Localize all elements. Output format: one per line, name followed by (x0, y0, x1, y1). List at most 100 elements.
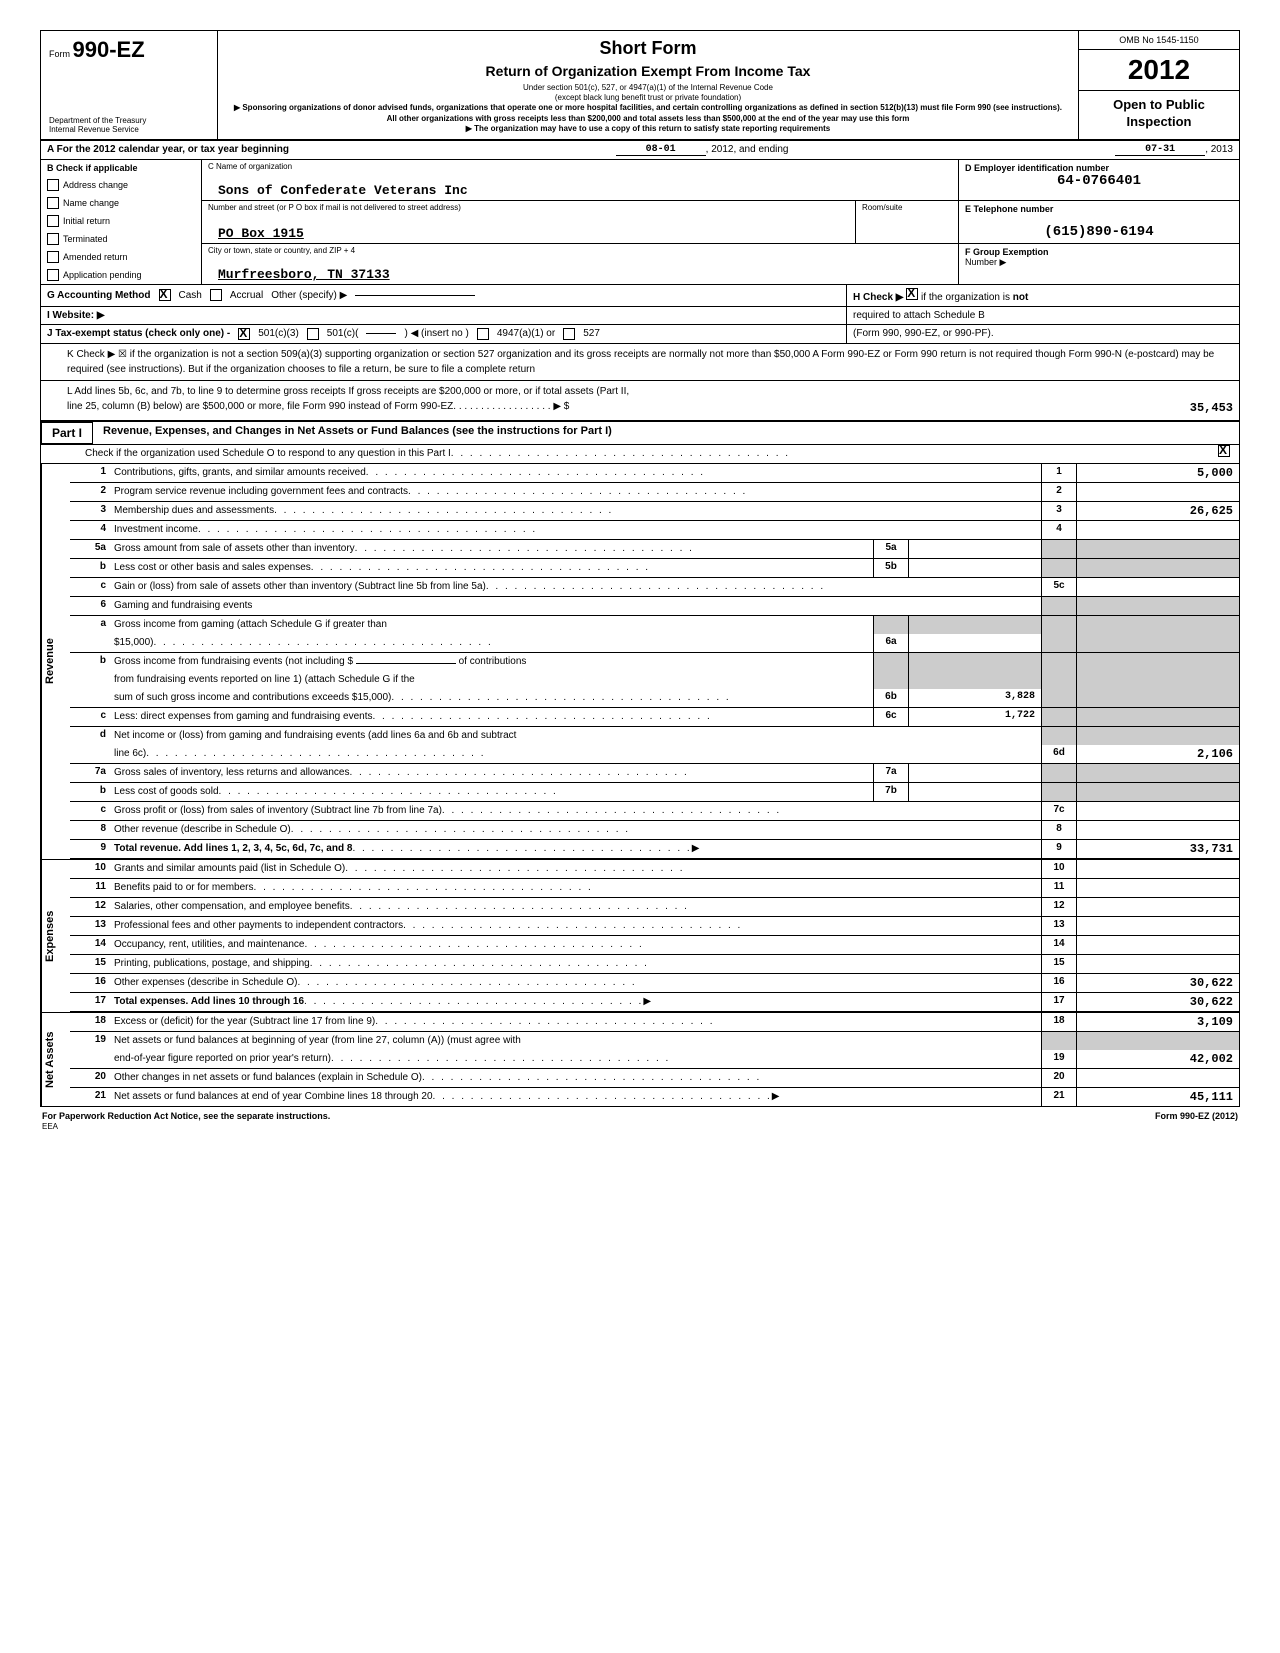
subtitle-1: Under section 501(c), 527, or 4947(a)(1)… (228, 83, 1068, 93)
label-application-pending: Application pending (63, 270, 142, 280)
revenue-section: Revenue 1Contributions, gifts, grants, a… (41, 464, 1239, 859)
l6b-sh3 (1041, 653, 1076, 671)
l5a-sub: 5a (873, 540, 908, 558)
l6a-sv-sh (908, 616, 1041, 634)
check-cash[interactable] (159, 289, 171, 301)
l8-desc: Other revenue (describe in Schedule O) (114, 824, 291, 835)
l19-sh (1041, 1032, 1076, 1050)
label-insert: ) ◀ (insert no ) (404, 328, 468, 339)
l13-amt (1076, 917, 1239, 935)
revenue-side-label: Revenue (41, 464, 70, 859)
l11-amt (1076, 879, 1239, 897)
l20-num: 20 (70, 1069, 110, 1087)
check-amended[interactable] (47, 251, 59, 263)
l6b-sh2 (908, 653, 1041, 671)
l21-amt: 45,111 (1076, 1088, 1239, 1106)
check-accrual[interactable] (210, 289, 222, 301)
l6-num: 6 (70, 597, 110, 615)
subtitle-2: (except black lung benefit trust or priv… (228, 93, 1068, 103)
h-text-cont2: (Form 990, 990-EZ, or 990-PF). (846, 325, 1239, 343)
l6b-desc2: from fundraising events reported on line… (114, 674, 415, 685)
ein-label: D Employer identification number (965, 163, 1233, 173)
l14-col: 14 (1041, 936, 1076, 954)
l10-amt (1076, 860, 1239, 878)
l8-col: 8 (1041, 821, 1076, 839)
l6a-col-shaded (1041, 616, 1076, 634)
l6c-num: c (70, 708, 110, 726)
phone-label: E Telephone number (965, 204, 1233, 214)
l17-col: 17 (1041, 993, 1076, 1011)
l6d-sh2 (1076, 727, 1239, 745)
l6d-desc: Net income or (loss) from gaming and fun… (114, 730, 516, 741)
short-form-title: Short Form (228, 37, 1068, 60)
l18-num: 18 (70, 1013, 110, 1031)
check-initial-return[interactable] (47, 215, 59, 227)
check-terminated[interactable] (47, 233, 59, 245)
l6-col-shaded (1041, 597, 1076, 615)
h-label: H Check ▶ (853, 292, 903, 303)
l16-desc: Other expenses (describe in Schedule O) (114, 977, 297, 988)
label-4947: 4947(a)(1) or (497, 328, 555, 339)
check-application-pending[interactable] (47, 269, 59, 281)
l3-col: 3 (1041, 502, 1076, 520)
l16-num: 16 (70, 974, 110, 992)
org-name: Sons of Confederate Veterans Inc (208, 183, 952, 198)
l-amount: 35,453 (1083, 399, 1233, 417)
l2-num: 2 (70, 483, 110, 501)
l3-amt: 26,625 (1076, 502, 1239, 520)
l7c-num: c (70, 802, 110, 820)
label-terminated: Terminated (63, 234, 108, 244)
l7b-subval (908, 783, 1041, 801)
netassets-side-label: Net Assets (41, 1013, 70, 1106)
l13-col: 13 (1041, 917, 1076, 935)
form-990ez: Form 990-EZ Department of the Treasury I… (40, 30, 1240, 1107)
check-501c3[interactable] (238, 328, 250, 340)
part1-check-row: Check if the organization used Schedule … (41, 445, 1239, 464)
l19-amt: 42,002 (1076, 1050, 1239, 1068)
l17-desc: Total expenses. Add lines 10 through 16 (114, 996, 304, 1007)
check-501c[interactable] (307, 328, 319, 340)
l7c-amt (1076, 802, 1239, 820)
other-specify-line[interactable] (355, 295, 475, 296)
501c-insert[interactable] (366, 333, 396, 334)
l6a-subval (908, 634, 1041, 652)
l12-num: 12 (70, 898, 110, 916)
h-text: if the organization is not (921, 292, 1028, 303)
l7b-sh (1041, 783, 1076, 801)
part1-title: Revenue, Expenses, and Changes in Net As… (93, 422, 622, 444)
l10-num: 10 (70, 860, 110, 878)
l6b-subval: 3,828 (908, 689, 1041, 707)
l6a-sub-sh (873, 616, 908, 634)
l5a-subval (908, 540, 1041, 558)
l9-col: 9 (1041, 840, 1076, 858)
l18-col: 18 (1041, 1013, 1076, 1031)
l6a-amt-shaded2 (1076, 634, 1239, 652)
l17-num: 17 (70, 993, 110, 1011)
l13-num: 13 (70, 917, 110, 935)
l6a-sub: 6a (873, 634, 908, 652)
l6d-desc2: line 6c) (114, 748, 146, 759)
l5c-desc: Gain or (loss) from sale of assets other… (114, 581, 486, 592)
l14-amt (1076, 936, 1239, 954)
footer-right: Form 990-EZ (2012) (1155, 1111, 1238, 1131)
l-line2: line 25, column (B) below) are $500,000 … (67, 399, 453, 417)
dept-irs: Internal Revenue Service (49, 126, 146, 135)
check-h[interactable] (906, 288, 918, 300)
l7a-num: 7a (70, 764, 110, 782)
l11-col: 11 (1041, 879, 1076, 897)
header-left: Form 990-EZ Department of the Treasury I… (41, 31, 218, 139)
l6c-sub: 6c (873, 708, 908, 726)
city-value: Murfreesboro, TN 37133 (208, 267, 952, 282)
check-schedule-o[interactable] (1218, 445, 1230, 457)
l6b-sh6 (908, 671, 1041, 689)
phone-value: (615)890-6194 (965, 224, 1233, 240)
l15-desc: Printing, publications, postage, and shi… (114, 958, 310, 969)
return-title: Return of Organization Exempt From Incom… (228, 62, 1068, 80)
check-name-change[interactable] (47, 197, 59, 209)
l5b-sub: 5b (873, 559, 908, 577)
check-address-change[interactable] (47, 179, 59, 191)
row-i: I Website: ▶ required to attach Schedule… (41, 307, 1239, 325)
check-4947[interactable] (477, 328, 489, 340)
check-527[interactable] (563, 328, 575, 340)
footer-eea: EEA (42, 1122, 58, 1131)
